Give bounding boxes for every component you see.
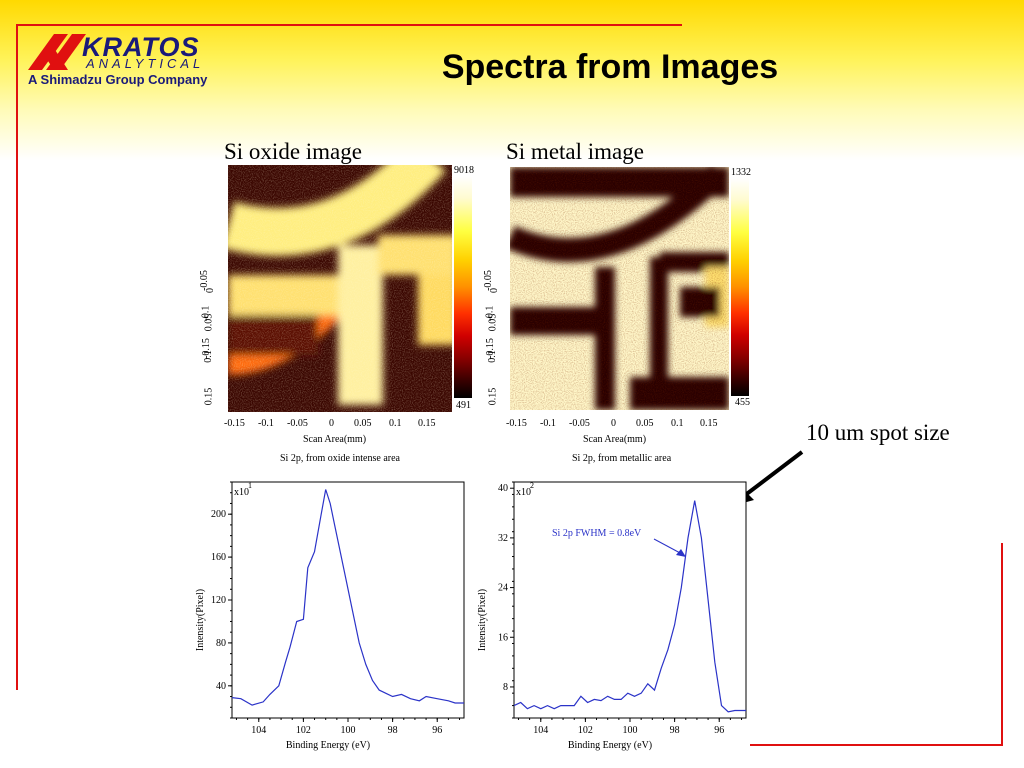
y-tick-label: 200	[211, 509, 226, 520]
y-tick-label: 40	[498, 483, 508, 494]
oxide-x-ticks: -0.15 -0.1 -0.05 0 0.05 0.1 0.15	[224, 418, 436, 429]
spectrum-line	[513, 500, 746, 713]
frame-line-top	[18, 24, 682, 26]
x-tick-label: 102	[296, 725, 311, 736]
metal-map-image	[510, 167, 729, 410]
metal-scale-min: 455	[735, 397, 750, 408]
x-tick-label: 104	[251, 725, 266, 736]
x-tick-label: 96	[432, 725, 442, 736]
x-tick-label: 98	[670, 725, 680, 736]
y-multiplier-exponent: 1	[248, 481, 252, 490]
logo-subbrand: ANALYTICAL	[86, 56, 205, 71]
oxide-spectrum-plot: 40 80 120 160 200 104 102 100 98 96 x10 1 Binding En…	[192, 462, 472, 754]
metal-image-caption: Si metal image	[506, 139, 644, 164]
spot-size-annotation: 10 um spot size	[806, 420, 950, 445]
plot-frame	[513, 481, 747, 719]
oxide-y-ticks: -0.15 -0.1 -0.05 0 0.05 0.1 0.15	[198, 270, 216, 406]
kratos-k-icon	[28, 34, 86, 70]
metal-spectrum-caption: Si 2p, from metallic area	[572, 453, 672, 464]
fwhm-annotation: Si 2p FWHM = 0.8eV	[552, 528, 642, 539]
logo-brand: KRATOS	[82, 32, 200, 62]
x-tick-label: 104	[533, 725, 548, 736]
frame-line-bottom	[750, 744, 1003, 746]
oxide-map-image	[228, 165, 452, 412]
y-axis-label: Intensity(Pixel)	[477, 589, 488, 651]
y-tick-label: 32	[498, 533, 508, 544]
x-tick-label: 96	[714, 725, 724, 736]
y-tick-label: 16	[498, 632, 508, 643]
oxide-scale-max: 9018	[454, 165, 474, 176]
x-tick-label: 102	[578, 725, 593, 736]
kratos-logo: KRATOS ANALYTICAL A Shimadzu Group Compa…	[28, 32, 238, 90]
spectrum-line	[231, 489, 464, 706]
metal-x-axis-label: Scan Area(mm)	[583, 434, 647, 445]
oxide-color-scale	[454, 176, 472, 398]
oxide-scale-min: 491	[456, 400, 471, 411]
y-tick-label: 80	[216, 638, 226, 649]
metal-y-ticks: -0.15 -0.1 -0.05 0 0.05 0.1 0.15	[482, 270, 500, 406]
x-tick-label: 98	[388, 725, 398, 736]
y-tick-label: 40	[216, 681, 226, 692]
fwhm-arrowhead	[676, 549, 686, 557]
y-multiplier: x10	[234, 487, 249, 498]
x-axis-label: Binding Energy (eV)	[568, 740, 652, 751]
metal-x-ticks: -0.15 -0.1 -0.05 0 0.05 0.1 0.15	[506, 418, 718, 429]
fwhm-arrow	[653, 538, 683, 555]
frame-line-left	[16, 24, 18, 690]
y-axis-label: Intensity(Pixel)	[195, 589, 206, 651]
y-tick-label: 8	[503, 682, 508, 693]
y-multiplier-exponent: 2	[530, 481, 534, 490]
y-multiplier: x10	[516, 487, 531, 498]
metal-scale-max: 1332	[731, 167, 751, 178]
x-tick-label: 100	[341, 725, 356, 736]
oxide-spectrum-caption: Si 2p, from oxide intense area	[280, 453, 400, 464]
slide-title: Spectra from Images	[441, 48, 779, 86]
metal-color-scale	[731, 178, 749, 396]
metal-spectrum-plot: 8 16 24 32 40 104 102 100 98 96 x10 2 Binding Energy…	[474, 462, 754, 754]
oxide-image-caption: Si oxide image	[224, 139, 362, 164]
y-tick-label: 24	[498, 583, 508, 594]
oxide-x-axis-label: Scan Area(mm)	[303, 434, 367, 445]
frame-line-right	[1001, 543, 1003, 746]
logo-tagline: A Shimadzu Group Company	[28, 72, 208, 87]
x-axis-label: Binding Energy (eV)	[286, 740, 370, 751]
y-tick-label: 160	[211, 552, 226, 563]
x-tick-label: 100	[623, 725, 638, 736]
y-tick-label: 120	[211, 595, 226, 606]
plot-frame	[231, 481, 465, 719]
